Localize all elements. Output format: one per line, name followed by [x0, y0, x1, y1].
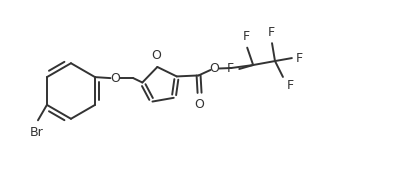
Text: O: O: [195, 98, 205, 111]
Text: O: O: [110, 72, 120, 85]
Text: F: F: [287, 79, 294, 92]
Text: F: F: [267, 26, 275, 39]
Text: O: O: [209, 62, 219, 75]
Text: F: F: [296, 52, 303, 65]
Text: Br: Br: [30, 126, 44, 139]
Text: F: F: [243, 30, 250, 43]
Text: F: F: [227, 63, 234, 75]
Text: O: O: [151, 49, 161, 61]
